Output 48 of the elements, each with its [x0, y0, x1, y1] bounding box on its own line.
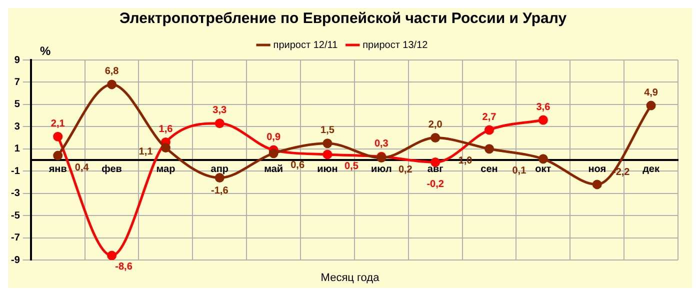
x-tick-label: июн — [317, 164, 338, 175]
x-tick-label: дек — [642, 164, 660, 175]
x-tick-label: сен — [480, 164, 498, 175]
x-tick-label: фев — [102, 164, 122, 175]
x-axis-title: Месяц года — [320, 272, 380, 284]
data-label: 0,1 — [512, 166, 527, 177]
x-tick-label: авг — [427, 164, 444, 175]
y-tick-label: 7 — [14, 76, 20, 88]
y-tick-label: 1 — [14, 144, 20, 155]
data-label: 2,7 — [482, 112, 497, 123]
x-tick-label: янв — [48, 164, 67, 175]
data-label: -0,2 — [426, 178, 444, 190]
chart-title: Электропотребление по Европейской части России и Уралу — [119, 10, 568, 28]
data-label: 1,5 — [320, 125, 335, 136]
x-tick-label: ноя — [588, 164, 606, 175]
data-label: 3,6 — [536, 102, 551, 113]
y-tick-label: -3 — [10, 188, 20, 200]
data-label: 0,9 — [266, 132, 281, 143]
y-tick-label: -7 — [10, 232, 20, 244]
data-label: -8,6 — [115, 261, 133, 272]
data-label: 0,4 — [74, 162, 90, 174]
data-label: 0,3 — [374, 138, 389, 150]
data-label: 1,1 — [138, 146, 154, 158]
y-axis-title: % — [40, 44, 51, 58]
x-tick-label: июл — [371, 164, 392, 175]
x-tick-label: мар — [156, 164, 176, 175]
y-tick-label: -5 — [10, 210, 20, 222]
y-tick-label: 5 — [14, 99, 20, 110]
x-tick-label: апр — [210, 164, 228, 175]
data-label: 0,2 — [398, 164, 413, 176]
data-label: -1,6 — [211, 186, 229, 197]
data-label: 3,3 — [212, 105, 228, 116]
data-label: 2,1 — [50, 118, 66, 130]
data-label: 1,6 — [158, 124, 174, 135]
y-tick-label: -1 — [10, 166, 20, 177]
x-tick-label: окт — [535, 164, 552, 175]
y-tick-label: 9 — [14, 54, 20, 66]
data-label: 6,8 — [104, 66, 120, 78]
y-tick-label: 3 — [14, 121, 20, 132]
legend-label: прирост 12/11 — [273, 40, 338, 51]
data-label: -2,2 — [612, 167, 630, 178]
data-label: 4,9 — [644, 87, 658, 98]
legend-label: прирост 13/12 — [362, 40, 428, 51]
data-label: 0,5 — [344, 161, 359, 172]
data-label: 0,6 — [290, 160, 305, 172]
y-tick-label: -9 — [10, 254, 20, 266]
data-label: 2,0 — [428, 120, 443, 131]
x-tick-label: май — [264, 164, 284, 175]
